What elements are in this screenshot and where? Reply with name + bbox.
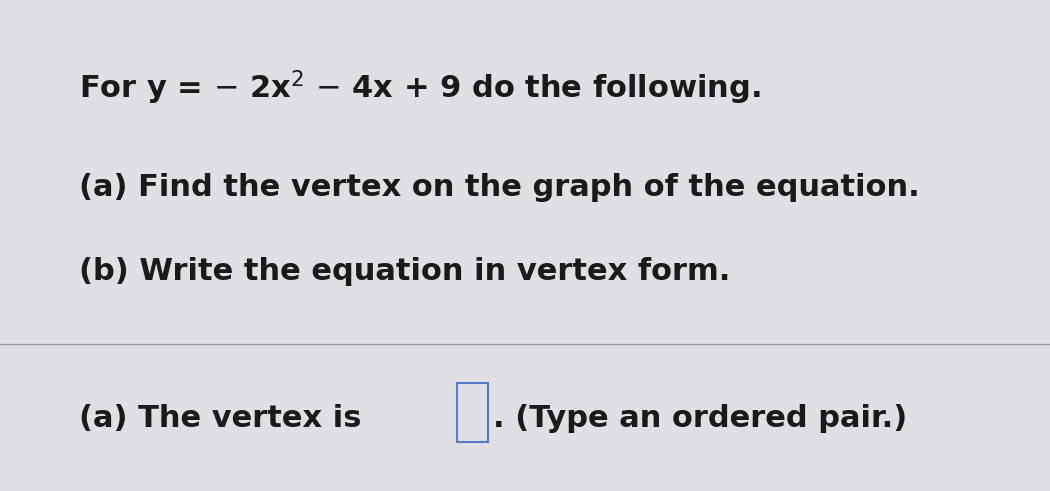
FancyBboxPatch shape [457,383,488,442]
Text: . (Type an ordered pair.): . (Type an ordered pair.) [492,404,907,433]
Text: (a) The vertex is: (a) The vertex is [79,404,372,433]
Text: (b) Write the equation in vertex form.: (b) Write the equation in vertex form. [79,257,730,286]
Text: (a) Find the vertex on the graph of the equation.: (a) Find the vertex on the graph of the … [79,173,920,202]
Text: For y = $-$ 2x$^{2}$ $-$ 4x + 9 do the following.: For y = $-$ 2x$^{2}$ $-$ 4x + 9 do the f… [79,68,761,107]
